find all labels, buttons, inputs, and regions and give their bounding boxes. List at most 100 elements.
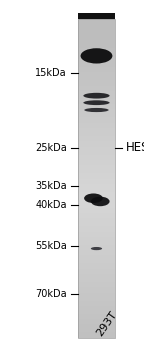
Bar: [78, 136, 115, 139]
Bar: [78, 324, 115, 328]
Bar: [78, 176, 115, 179]
Bar: [78, 19, 115, 22]
Bar: [78, 48, 115, 51]
Bar: [78, 202, 115, 205]
Text: 293T: 293T: [95, 310, 119, 338]
Bar: [78, 64, 115, 67]
Bar: [78, 104, 115, 107]
Bar: [78, 208, 115, 211]
Bar: [78, 274, 115, 277]
Bar: [78, 319, 115, 322]
Bar: [78, 253, 115, 256]
Bar: [78, 332, 115, 335]
Text: HES6: HES6: [126, 141, 144, 154]
Bar: [78, 232, 115, 235]
Bar: [78, 205, 115, 208]
Bar: [78, 38, 115, 41]
Bar: [78, 118, 115, 120]
Bar: [78, 271, 115, 274]
Text: 55kDa: 55kDa: [35, 241, 67, 251]
Bar: [78, 316, 115, 320]
Bar: [78, 46, 115, 49]
Text: 25kDa: 25kDa: [35, 142, 67, 153]
Bar: [78, 335, 115, 338]
Bar: [78, 282, 115, 285]
Bar: [78, 293, 115, 296]
Bar: [78, 295, 115, 298]
Bar: [78, 264, 115, 266]
Bar: [78, 56, 115, 60]
Bar: [78, 290, 115, 293]
Bar: [78, 301, 115, 303]
Bar: [78, 160, 115, 163]
Bar: [78, 330, 115, 333]
Bar: [78, 41, 115, 43]
Bar: [78, 298, 115, 301]
Bar: [78, 216, 115, 219]
Bar: [78, 173, 115, 176]
Bar: [78, 200, 115, 203]
Bar: [78, 256, 115, 258]
Bar: [78, 30, 115, 33]
Bar: [78, 80, 115, 83]
Bar: [78, 213, 115, 216]
Bar: [78, 51, 115, 54]
Bar: [78, 13, 115, 19]
Bar: [78, 242, 115, 245]
Bar: [78, 261, 115, 264]
Bar: [78, 67, 115, 70]
Bar: [78, 115, 115, 118]
Bar: [78, 139, 115, 142]
Bar: [78, 170, 115, 174]
Bar: [78, 152, 115, 155]
Bar: [78, 311, 115, 314]
Bar: [78, 155, 115, 158]
Bar: [78, 303, 115, 306]
Bar: [78, 224, 115, 227]
Bar: [78, 75, 115, 78]
Bar: [78, 62, 115, 65]
Bar: [78, 181, 115, 184]
Bar: [78, 195, 115, 197]
Bar: [78, 322, 115, 325]
Bar: [78, 120, 115, 123]
Bar: [78, 88, 115, 91]
Bar: [78, 327, 115, 330]
Bar: [78, 277, 115, 280]
Bar: [78, 133, 115, 136]
Bar: [78, 112, 115, 115]
Bar: [78, 70, 115, 73]
Text: 40kDa: 40kDa: [35, 200, 67, 210]
Ellipse shape: [84, 194, 103, 203]
Bar: [78, 184, 115, 187]
Ellipse shape: [83, 100, 110, 105]
Bar: [78, 86, 115, 89]
Bar: [78, 258, 115, 261]
Text: 35kDa: 35kDa: [35, 181, 67, 191]
Bar: [78, 234, 115, 237]
Bar: [78, 125, 115, 128]
Bar: [78, 287, 115, 290]
Bar: [78, 144, 115, 147]
Bar: [78, 43, 115, 46]
Bar: [78, 33, 115, 35]
Bar: [78, 218, 115, 221]
Bar: [78, 93, 115, 97]
Bar: [78, 237, 115, 240]
Bar: [78, 91, 115, 94]
Bar: [78, 285, 115, 288]
Bar: [78, 314, 115, 317]
Bar: [78, 96, 115, 99]
Bar: [78, 210, 115, 214]
Ellipse shape: [83, 93, 110, 99]
Bar: [78, 59, 115, 62]
Bar: [78, 78, 115, 80]
Ellipse shape: [84, 108, 109, 112]
Bar: [78, 162, 115, 166]
Bar: [78, 269, 115, 272]
Bar: [78, 306, 115, 309]
Bar: [78, 221, 115, 224]
Bar: [78, 197, 115, 200]
Bar: [78, 102, 115, 105]
Bar: [78, 25, 115, 28]
